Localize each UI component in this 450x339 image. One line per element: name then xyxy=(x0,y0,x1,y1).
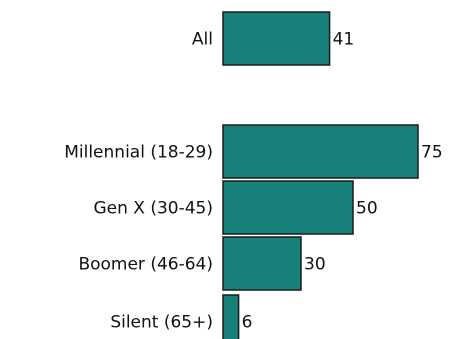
bar-boomer-46-64 xyxy=(222,236,302,291)
category-labels: All Millennial (18-29) Gen X (30-45) Boomer… xyxy=(64,30,213,333)
category-label-all: All xyxy=(192,30,213,50)
category-label-millennial-18-29: Millennial (18-29) xyxy=(64,143,213,163)
bar-silent-65 xyxy=(222,294,240,339)
value-label-millennial-18-29: 75 xyxy=(421,143,443,163)
value-label-boomer-46-64: 30 xyxy=(304,255,326,275)
value-label-gen-x-30-45: 50 xyxy=(356,199,378,219)
category-label-boomer-46-64: Boomer (46-64) xyxy=(78,255,213,275)
bars xyxy=(222,11,419,339)
bar-gen-x-30-45 xyxy=(222,180,354,235)
value-labels: 41 75 50 30 6 xyxy=(242,30,443,333)
value-label-all: 41 xyxy=(333,30,355,50)
bar-millennial-18-29 xyxy=(222,124,419,179)
category-label-gen-x-30-45: Gen X (30-45) xyxy=(93,199,213,219)
value-label-silent-65: 6 xyxy=(242,313,253,333)
bar-all xyxy=(222,11,331,66)
category-label-silent-65: Silent (65+) xyxy=(110,313,213,333)
